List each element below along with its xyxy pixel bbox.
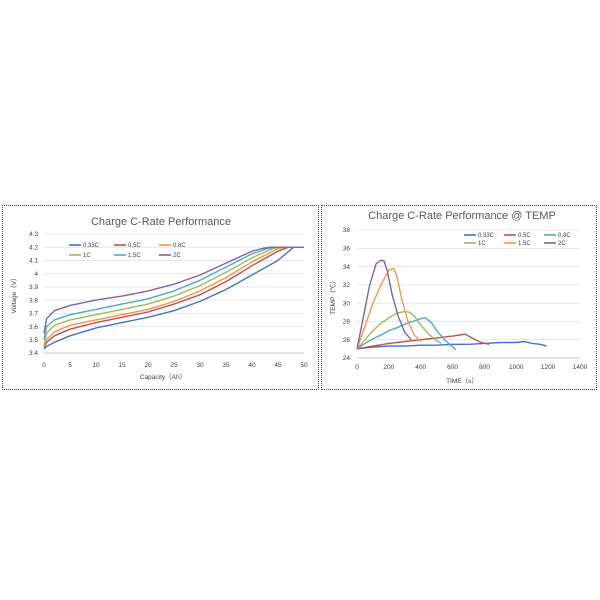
legend-label: 1C — [83, 253, 91, 259]
x-tick-label: 0 — [355, 364, 359, 371]
series-line-0.8C — [356, 317, 457, 351]
x-axis-label: TIME（s） — [446, 377, 478, 385]
chart-panel-voltage: Charge C-Rate Performance 3.4 3.5 3.6 3.7 3.… — [2, 205, 319, 390]
x-tick-label: 1400 — [573, 364, 588, 371]
legend-label: 0.8C — [558, 233, 571, 239]
x-axis-label: Capacity（Ah） — [140, 373, 186, 381]
x-tick-label: 0 — [42, 362, 46, 369]
x-tick-label: 10 — [92, 362, 100, 369]
y-tick-label: 4.2 — [29, 244, 38, 251]
chart-panel-temperature: Charge C-Rate Performance @ TEMP 24 26 28 3… — [321, 205, 597, 390]
legend-label: 1.5C — [518, 241, 531, 247]
x-tick-label: 25 — [170, 362, 178, 369]
chart-title: Charge C-Rate Performance @ TEMP — [368, 210, 556, 222]
series-line-1C — [43, 246, 304, 346]
y-tick-label: 28 — [343, 319, 351, 326]
y-tick-label: 3.8 — [29, 297, 38, 304]
y-tick-label: 26 — [343, 337, 351, 344]
y-tick-label: 3.7 — [29, 311, 38, 318]
series-line-2C — [43, 246, 304, 334]
y-tick-label: 3.6 — [29, 324, 38, 331]
y-axis-label: TEMP（℃） — [329, 277, 337, 315]
y-tick-label: 3.4 — [29, 350, 38, 357]
y-tick-label: 38 — [343, 227, 351, 234]
y-tick-label: 30 — [343, 300, 351, 307]
x-tick-label: 600 — [447, 364, 458, 371]
legend-label: 0.33C — [478, 233, 495, 239]
y-tick-label: 3.9 — [29, 284, 38, 291]
y-tick-label: 4.1 — [29, 258, 38, 265]
legend-label: 0.5C — [518, 233, 531, 239]
legend-label: 2C — [173, 253, 181, 259]
series-line-1.5C — [43, 246, 304, 340]
x-tick-label: 1000 — [509, 364, 524, 371]
voltage-chart: Charge C-Rate Performance 3.4 3.5 3.6 3.7 3.… — [10, 216, 308, 381]
series-line-0.5C — [43, 246, 304, 349]
legend-label: 1C — [478, 241, 486, 247]
x-tick-label: 30 — [196, 362, 204, 369]
series-line-0.33C — [356, 340, 547, 350]
x-tick-label: 5 — [68, 362, 72, 369]
legend-label: 0.5C — [128, 243, 141, 249]
temperature-chart: Charge C-Rate Performance @ TEMP 24 26 28 3… — [329, 210, 588, 385]
series-line-0.8C — [43, 246, 304, 347]
series-line-1.5C — [356, 267, 422, 350]
y-tick-label: 36 — [343, 245, 351, 252]
x-tick-label: 1200 — [541, 364, 556, 371]
chart-title: Charge C-Rate Performance — [91, 216, 231, 228]
legend-label: 0.8C — [173, 243, 186, 249]
x-tick-label: 15 — [118, 362, 126, 369]
y-tick-label: 34 — [343, 264, 351, 271]
x-tick-label: 40 — [248, 362, 256, 369]
legend-label: 0.33C — [83, 243, 100, 249]
x-tick-label: 400 — [415, 364, 426, 371]
legend-label: 2C — [558, 241, 566, 247]
y-tick-label: 3.5 — [29, 337, 38, 344]
series-line-2C — [356, 259, 412, 350]
x-tick-label: 200 — [383, 364, 394, 371]
x-tick-label: 50 — [300, 362, 308, 369]
y-tick-label: 4 — [34, 271, 38, 278]
y-tick-label: 24 — [343, 355, 351, 362]
x-tick-label: 20 — [144, 362, 152, 369]
x-tick-label: 35 — [222, 362, 230, 369]
x-tick-label: 45 — [274, 362, 282, 369]
series-line-0.33C — [43, 246, 304, 350]
legend-label: 1.5C — [128, 253, 141, 259]
x-tick-label: 800 — [479, 364, 490, 371]
y-axis-label: Voltage（V） — [10, 274, 18, 313]
series-line-0.5C — [356, 333, 490, 350]
y-tick-label: 4.3 — [29, 231, 38, 238]
y-tick-label: 32 — [343, 282, 351, 289]
